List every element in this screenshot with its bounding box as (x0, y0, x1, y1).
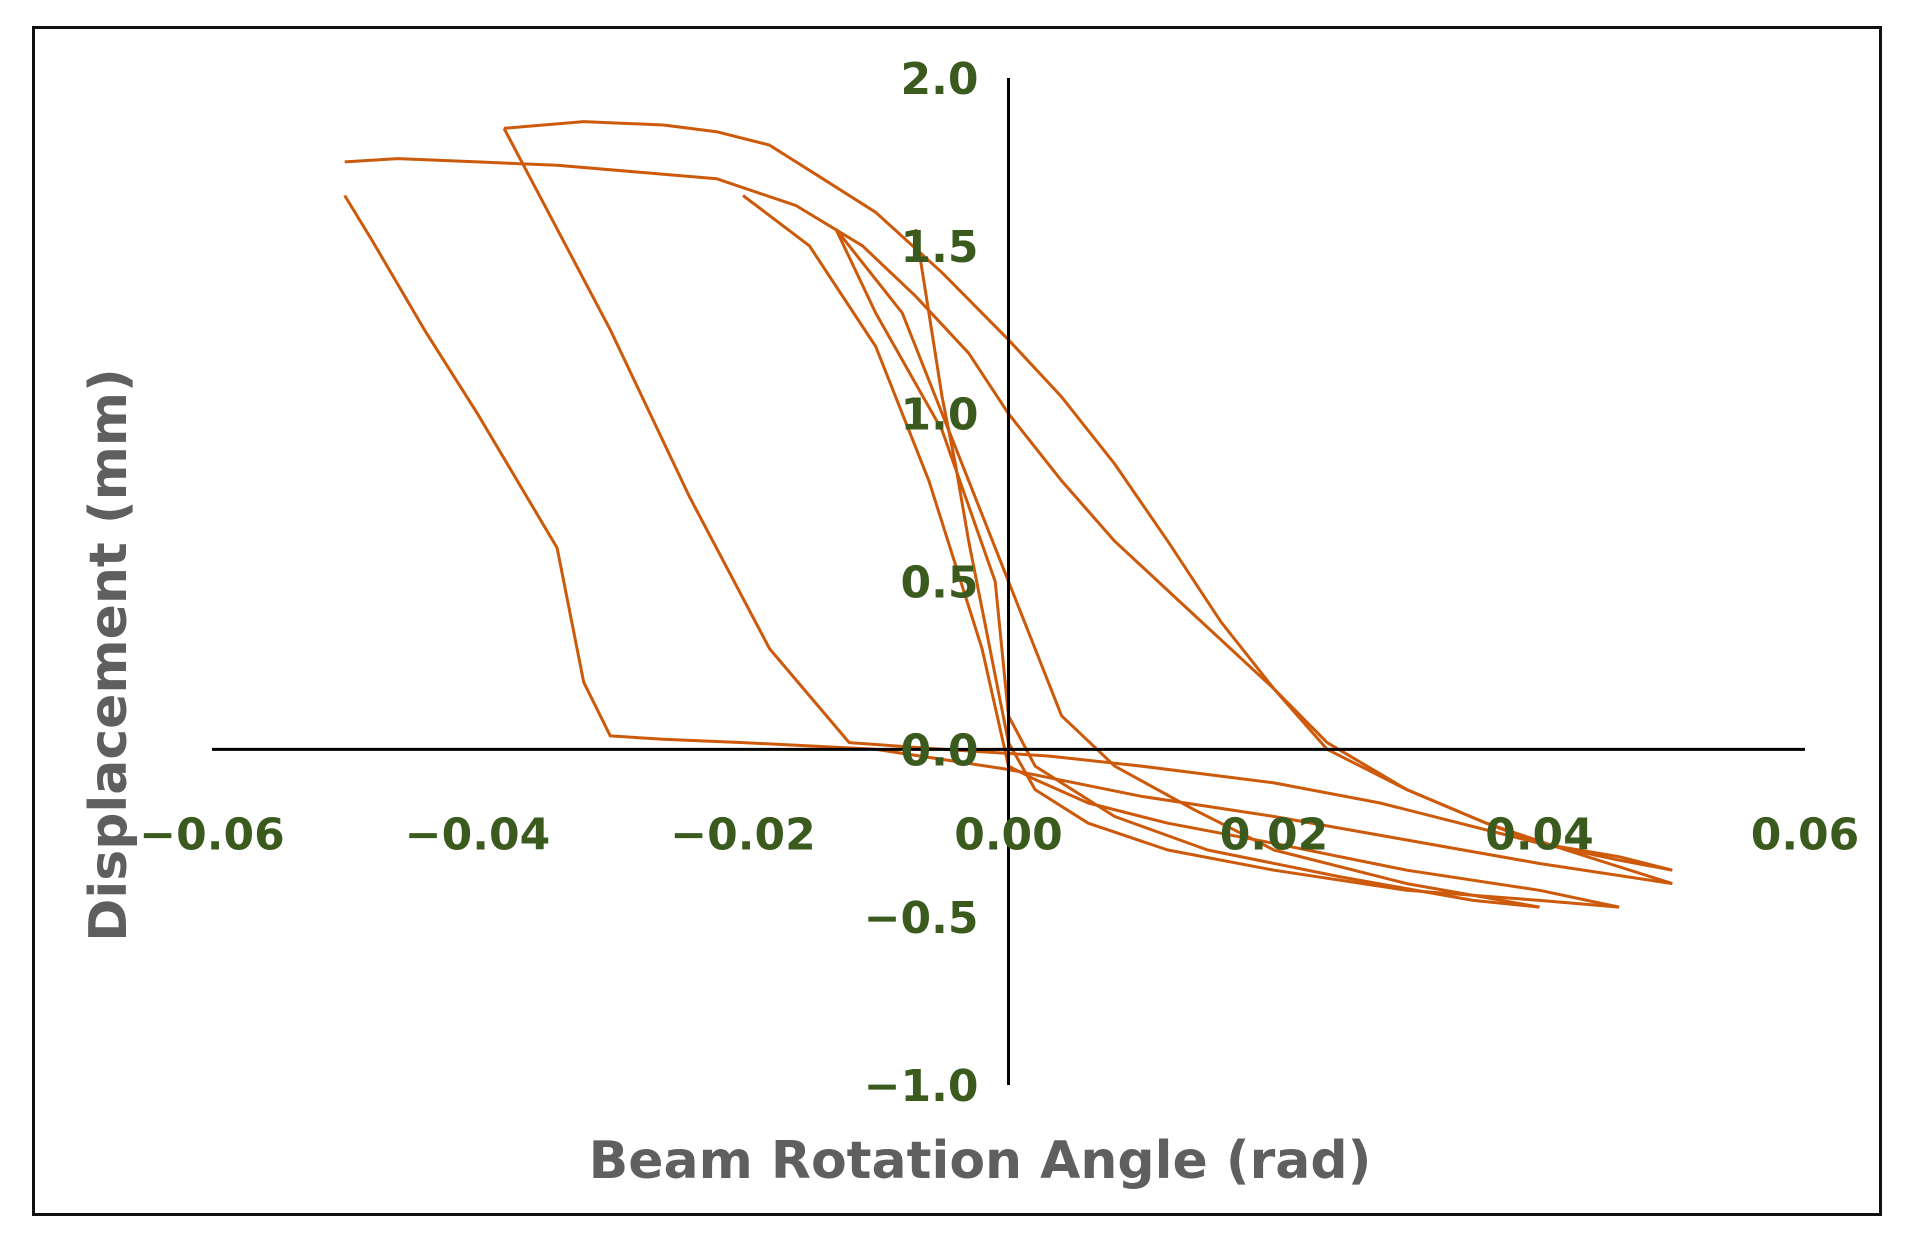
x-tick-label: −0.06 (139, 809, 284, 860)
y-tick-label: 1.0 (901, 390, 979, 441)
y-tick-label: −0.5 (864, 893, 979, 944)
y-tick-label: −1.0 (864, 1061, 979, 1112)
y-tick-label: 2.0 (901, 54, 979, 105)
series-line-loop-1-return (742, 194, 1620, 909)
x-tick-label: 0.04 (1485, 809, 1594, 860)
x-tick-label: −0.02 (670, 809, 815, 860)
x-axis-title: Beam Rotation Angle (rad) (589, 1131, 1372, 1191)
x-tick-label: 0.06 (1751, 809, 1860, 860)
y-tick-labels: −1.0 −0.5 0.0 0.5 1.0 1.5 2.0 (864, 54, 979, 1112)
y-tick-label: 0.0 (901, 725, 979, 776)
x-tick-label: 0.02 (1220, 809, 1329, 860)
x-tick-label: 0.00 (954, 809, 1063, 860)
series-line-loop-2-return (834, 228, 1540, 909)
y-axis-title: Displacement (mm) (79, 368, 139, 942)
series-line-loop-3-return (502, 127, 1673, 872)
chart-frame (32, 26, 1882, 1216)
y-tick-label: 1.5 (901, 222, 979, 273)
series-line-loop-1 (914, 228, 1620, 909)
x-tick-label: −0.04 (405, 809, 550, 860)
series-line-loop-4 (344, 157, 1673, 886)
series-line-loop-2 (834, 228, 1540, 909)
series-line-loop-3 (503, 120, 1673, 872)
x-tick-labels: −0.06 −0.04 −0.02 0.00 0.02 0.04 0.06 (139, 809, 1859, 860)
series-layer (343, 120, 1673, 909)
series-line-loop-4-return (343, 194, 1673, 886)
y-tick-label: 0.5 (901, 558, 979, 609)
